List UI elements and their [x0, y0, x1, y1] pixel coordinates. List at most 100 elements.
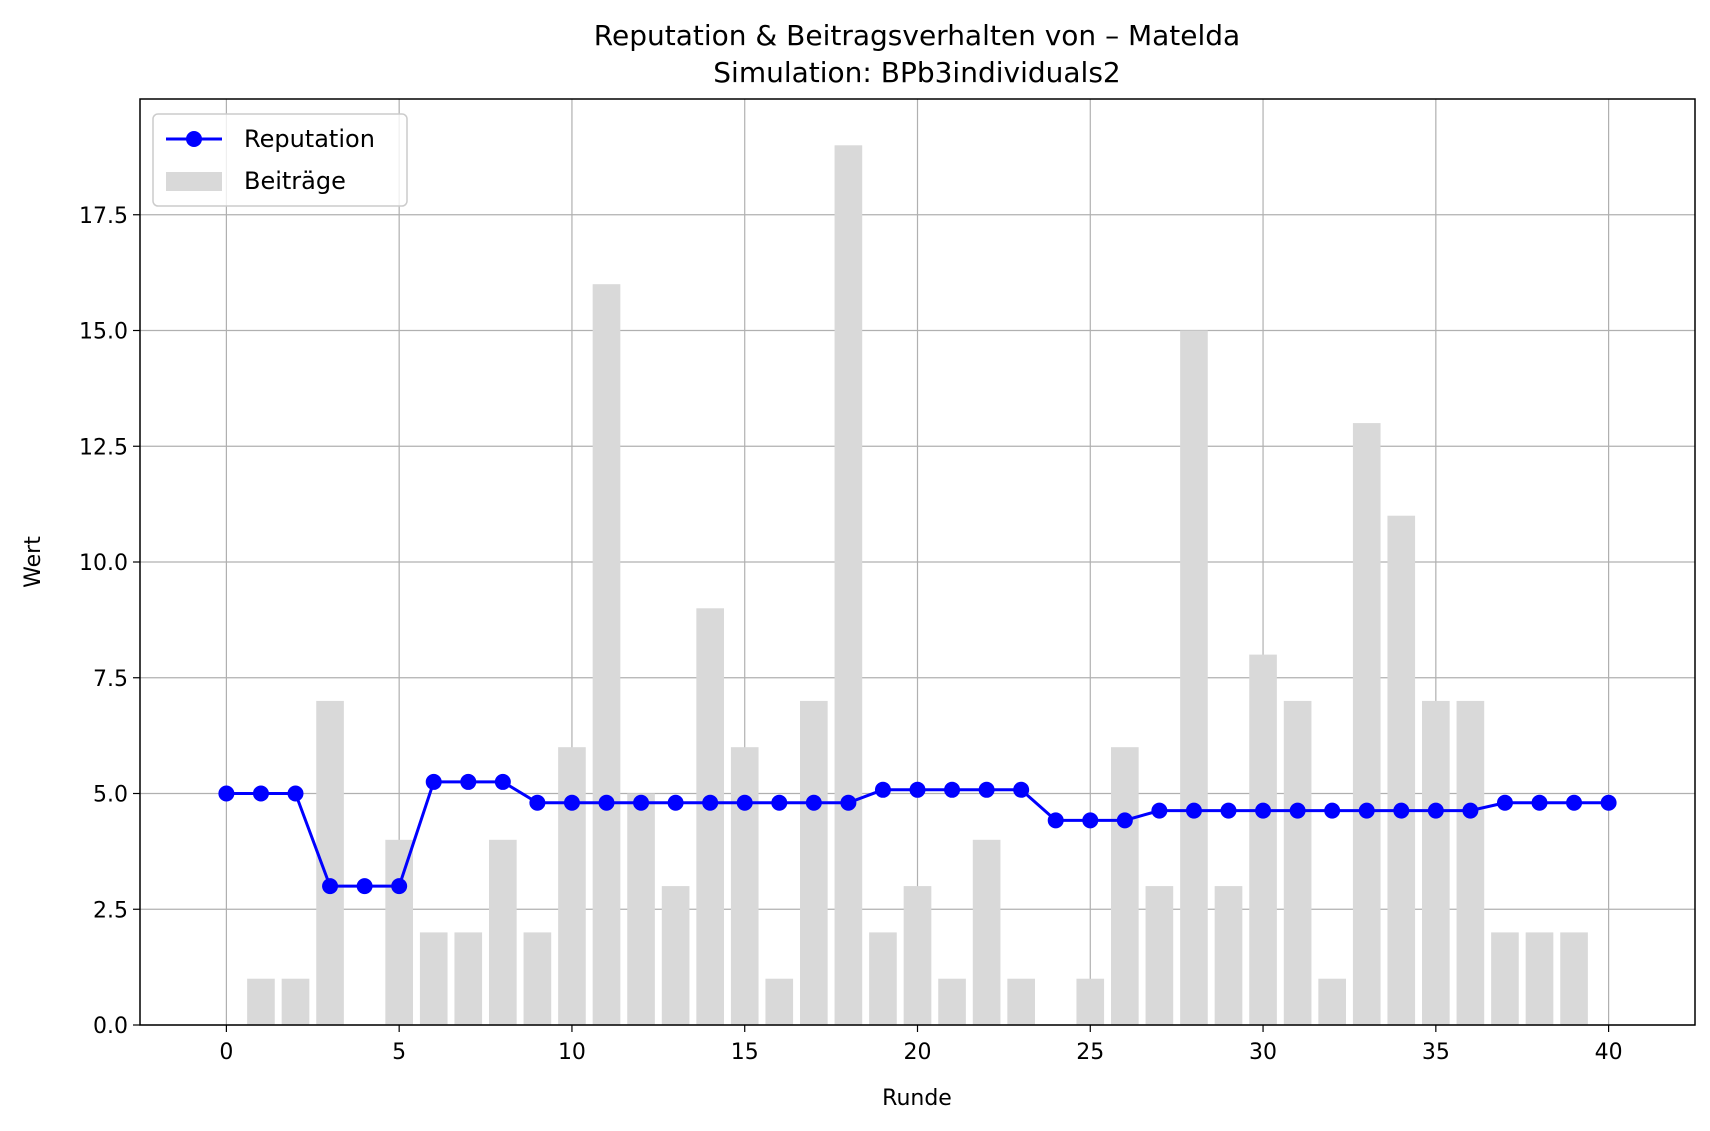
reputation-point: [1462, 802, 1479, 819]
reputation-point: [1531, 794, 1548, 811]
reputation-point: [252, 785, 269, 802]
reputation-point: [874, 781, 891, 798]
beitraege-bar: [1352, 423, 1381, 1026]
beitraege-bar: [419, 932, 448, 1025]
beitraege-bar: [938, 978, 966, 1025]
reputation-point: [494, 773, 511, 790]
beitraege-bar: [1076, 978, 1105, 1025]
beitraege-bar: [1249, 654, 1277, 1025]
reputation-point: [529, 794, 546, 811]
x-tick-label: 35: [1422, 1040, 1450, 1065]
chart-title: Reputation & Beitragsverhalten von – Mat…: [594, 19, 1240, 52]
reputation-point: [667, 794, 684, 811]
beitraege-bar: [1525, 932, 1554, 1025]
y-tick-label: 17.5: [79, 204, 128, 229]
legend-beitraege-label: Beiträge: [244, 167, 346, 195]
y-tick-label: 0.0: [93, 1014, 128, 1039]
beitraege-bar: [385, 839, 413, 1025]
reputation-point: [598, 794, 615, 811]
reputation-point: [1013, 781, 1030, 798]
bar-layer: [247, 145, 1588, 1026]
x-tick-label: 10: [558, 1040, 586, 1065]
beitraege-bar: [730, 747, 759, 1025]
legend-reputation-marker: [186, 131, 202, 147]
reputation-point: [840, 794, 857, 811]
x-tick-label: 20: [904, 1040, 932, 1065]
reputation-point: [1220, 802, 1237, 819]
y-tick-label: 5.0: [93, 783, 128, 808]
beitraege-bar: [1145, 886, 1174, 1025]
beitraege-bar: [454, 932, 483, 1025]
reputation-point: [978, 781, 995, 798]
reputation-point: [1047, 812, 1064, 829]
beitraege-bar: [489, 839, 517, 1025]
beitraege-bar: [627, 793, 655, 1025]
beitraege-bar: [972, 839, 1001, 1025]
reputation-point: [460, 773, 477, 790]
beitraege-bar: [281, 978, 310, 1025]
reputation-point: [1566, 794, 1583, 811]
beitraege-bar: [1283, 700, 1312, 1025]
reputation-point: [1393, 802, 1410, 819]
beitraege-bar: [696, 608, 724, 1025]
y-tick-label: 10.0: [79, 551, 128, 576]
x-tick-label: 5: [392, 1040, 406, 1065]
beitraege-bar: [834, 145, 863, 1026]
reputation-point: [1185, 802, 1202, 819]
reputation-point: [1151, 802, 1168, 819]
chart-subtitle: Simulation: BPb3individuals2: [713, 56, 1120, 89]
reputation-point: [218, 785, 235, 802]
x-tick-label: 0: [219, 1040, 233, 1065]
reputation-point: [1427, 802, 1444, 819]
x-axis-label: Runde: [882, 1086, 952, 1111]
reputation-point: [1116, 812, 1133, 829]
line-layer: [218, 773, 1617, 895]
reputation-point: [702, 794, 719, 811]
beitraege-bar: [1180, 330, 1208, 1025]
x-tick-label: 40: [1595, 1040, 1623, 1065]
reputation-point: [1255, 802, 1272, 819]
x-tick-label: 30: [1249, 1040, 1277, 1065]
reputation-point: [1496, 794, 1513, 811]
beitraege-bar: [869, 932, 897, 1025]
beitraege-bar: [1387, 515, 1416, 1025]
reputation-point: [1082, 812, 1099, 829]
legend: Reputation Beiträge: [152, 113, 408, 207]
x-tick-label: 25: [1076, 1040, 1104, 1065]
y-tick-label: 7.5: [93, 667, 128, 692]
reputation-point: [1289, 802, 1306, 819]
y-tick-label: 2.5: [93, 898, 128, 923]
beitraege-bar: [592, 284, 621, 1025]
reputation-point: [322, 878, 339, 895]
reputation-point: [909, 781, 926, 798]
beitraege-bar: [1318, 978, 1346, 1025]
y-tick-label: 12.5: [79, 435, 128, 460]
beitraege-bar: [1491, 932, 1519, 1025]
reputation-point: [563, 794, 580, 811]
beitraege-bar: [800, 700, 828, 1025]
y-axis-label: Wert: [21, 536, 46, 588]
beitraege-bar: [1214, 886, 1243, 1025]
beitraege-bar: [1560, 932, 1588, 1025]
beitraege-bar: [903, 886, 932, 1025]
beitraege-bar: [558, 747, 586, 1025]
beitraege-bar: [1422, 700, 1450, 1025]
reputation-point: [1600, 794, 1617, 811]
reputation-point: [425, 773, 442, 790]
reputation-point: [356, 878, 373, 895]
beitraege-bar: [765, 978, 794, 1025]
legend-reputation-label: Reputation: [244, 125, 375, 153]
reputation-point: [391, 878, 408, 895]
beitraege-bar: [523, 932, 552, 1025]
y-tick-label: 15.0: [79, 320, 128, 345]
x-tick-label: 15: [731, 1040, 759, 1065]
beitraege-bar: [661, 886, 690, 1025]
reputation-point: [771, 794, 788, 811]
reputation-point: [805, 794, 822, 811]
reputation-point: [944, 781, 961, 798]
tick-layer: 0 5 10 15 20 25 30 35 40 0.0 2.5 5.0 7.5 10.0 12.5 15.0…: [79, 204, 1623, 1065]
reputation-point: [1324, 802, 1341, 819]
beitraege-bar: [247, 978, 275, 1025]
beitraege-bar: [1007, 978, 1035, 1025]
